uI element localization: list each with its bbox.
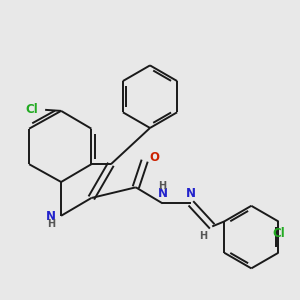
Text: O: O [150, 151, 160, 164]
Text: H: H [47, 219, 55, 229]
Text: N: N [158, 187, 167, 200]
Text: Cl: Cl [272, 227, 285, 240]
Text: N: N [46, 210, 56, 223]
Text: H: H [199, 231, 207, 242]
Text: H: H [158, 181, 166, 191]
Text: N: N [186, 187, 196, 200]
Text: Cl: Cl [26, 103, 38, 116]
